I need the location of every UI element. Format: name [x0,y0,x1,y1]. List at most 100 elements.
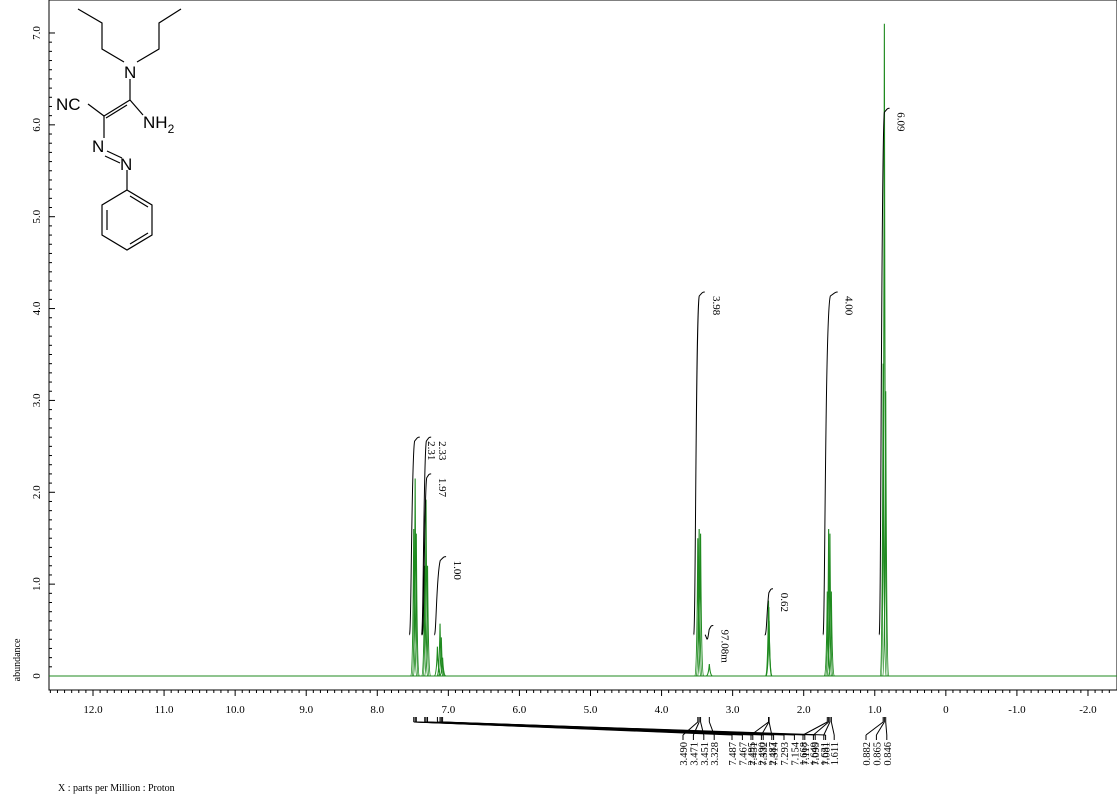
integral-curve [408,436,420,636]
label-nh2-subscript: 2 [168,122,175,136]
integral-label: 2.33 [436,441,448,461]
peak-label-leader [760,721,770,736]
y-tick-label: 2.0 [31,485,43,499]
peak-label-leader [692,721,700,736]
label-azo-n1: N [92,137,104,156]
spectrum-peak [826,533,834,677]
peak-label-leader [875,721,885,736]
x-tick-label: -2.0 [1079,704,1097,716]
label-azo-n2: N [120,155,132,174]
spectrum-peak [697,533,705,677]
spectrum-peak [410,529,418,677]
label-nh2: NH2 [143,113,175,136]
spectrum-peak [437,637,445,677]
integral-curve [704,624,714,640]
peak-label: 7.467 [738,742,749,766]
peak-label: 7.314 [770,741,781,765]
peak-label: 2.487 [768,742,779,766]
x-axis-label: X : parts per Million : Proton [58,783,175,794]
y-tick-label: 1.0 [31,577,43,591]
propyl-chain-left [77,8,125,63]
peak-label: 0.846 [883,742,894,766]
x-tick-label: 2.0 [797,704,811,716]
spectrum-peak [439,657,446,677]
spectrum-peak [882,391,890,677]
spectrum-peak [411,478,419,677]
y-tick-label: 4.0 [31,301,43,315]
phenyl-double-1 [129,195,149,208]
peak-label-ladder: 7.487 7.467 7.451 7.332 7.314 7.293 7.154 7.117… [413,717,894,766]
y-axis-label: abundance [12,638,23,681]
bond-n-n-double [104,155,121,164]
peak-label-leader [830,721,835,736]
peak-label: 7.487 [728,742,739,766]
integral-curve [433,556,447,636]
y-tick-label: 6.0 [31,117,43,131]
integral-curve [693,291,705,636]
peak-label: 7.081 [822,742,833,766]
integral-curves: 2.31 2.33 1.97 1.00 3.98 97.08m 0.62 4.00 6.09 [408,107,907,663]
bond-c-nh2 [129,99,144,116]
spectrum-peak [879,363,887,677]
x-tick-label: 10.0 [226,704,246,716]
x-tick-label: 4.0 [655,704,669,716]
bond-c-c-double [105,104,128,119]
bond-c-cn [87,103,105,117]
spectrum-peak [880,23,888,677]
peak-label: 7.332 [759,742,770,766]
x-tick-label: 9.0 [299,704,313,716]
peak-label: 3.490 [679,742,690,766]
peak-label: 7.451 [749,742,760,766]
integral-label: 6.09 [895,112,907,132]
peak-label: 0.865 [872,742,883,766]
peak-label-leader [865,721,884,736]
spectrum-peak [695,529,703,677]
integral-curve [878,107,890,636]
integral-label: 4.00 [843,296,855,316]
peak-label: 7.099 [811,742,822,766]
integral-curve [822,291,838,636]
peak-label-leader [682,721,699,736]
y-tick-label: 7.0 [31,26,43,40]
label-nh: NH [143,113,168,132]
integral-label: 2.31 [425,441,437,460]
peak-label-leader [823,721,831,736]
spectrum-trace [410,23,890,677]
phenyl-double-2 [129,232,149,245]
integral-curve [420,436,432,636]
x-tick-label: 1.0 [868,704,882,716]
x-tick-label: 3.0 [726,704,740,716]
bond-n-n [106,150,123,159]
x-tick-label: 8.0 [370,704,384,716]
molecule-structure: N NC NH2 N N [56,8,182,251]
x-tick-label: 11.0 [155,704,174,716]
phenyl-ring [101,189,153,251]
integral-label: 1.00 [451,561,463,581]
y-tick-label: 0 [31,673,43,679]
y-tick-label: 3.0 [31,393,43,407]
spectrum-peak [705,664,713,677]
y-axis-ticks: 0 1.0 2.0 3.0 4.0 5.0 6.0 7.0 [31,26,55,679]
spectrum-peak [825,529,833,677]
peak-label: 7.117 [801,742,812,765]
plot-frame [48,0,1117,691]
peak-label-leader [885,721,888,736]
peak-label-leader [768,721,773,736]
peak-label-leader [750,721,769,736]
spectrum-peak [421,565,429,677]
peak-label-leader [708,721,715,736]
label-n-amine: N [124,63,136,82]
spectrum-peak [827,591,835,677]
peak-label-leader [442,721,826,736]
integral-label: 3.98 [710,296,722,316]
peak-label: 2.490 [757,742,768,766]
y-tick-label: 5.0 [31,209,43,223]
integral-label: 97.08m [718,629,730,663]
peak-label: 1.611 [830,742,841,765]
x-axis-ticks: 12.0 11.0 10.0 9.0 8.0 7.0 6.0 5.0 4.0 3.0 2.0 1.0 0… [49,689,1117,716]
integral-label: 1.97 [436,478,448,498]
spectrum-peak [765,620,773,677]
x-tick-label: 0 [943,704,949,716]
peak-label: 3.451 [700,742,711,766]
peak-label: 0.882 [862,742,873,766]
